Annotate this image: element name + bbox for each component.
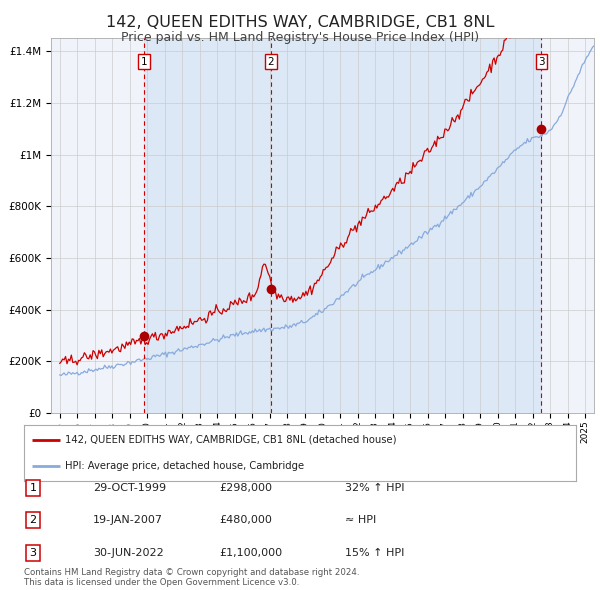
Text: 3: 3 <box>538 57 545 67</box>
Text: 3: 3 <box>29 548 37 558</box>
Text: 30-JUN-2022: 30-JUN-2022 <box>93 548 164 558</box>
Text: 2: 2 <box>268 57 274 67</box>
Text: This data is licensed under the Open Government Licence v3.0.: This data is licensed under the Open Gov… <box>24 578 299 587</box>
Text: 142, QUEEN EDITHS WAY, CAMBRIDGE, CB1 8NL (detached house): 142, QUEEN EDITHS WAY, CAMBRIDGE, CB1 8N… <box>65 435 397 445</box>
Text: 29-OCT-1999: 29-OCT-1999 <box>93 483 166 493</box>
Text: HPI: Average price, detached house, Cambridge: HPI: Average price, detached house, Camb… <box>65 461 305 471</box>
Text: 142, QUEEN EDITHS WAY, CAMBRIDGE, CB1 8NL: 142, QUEEN EDITHS WAY, CAMBRIDGE, CB1 8N… <box>106 15 494 30</box>
Text: ≈ HPI: ≈ HPI <box>345 516 376 525</box>
Text: Contains HM Land Registry data © Crown copyright and database right 2024.: Contains HM Land Registry data © Crown c… <box>24 568 359 577</box>
Text: 1: 1 <box>29 483 37 493</box>
Text: 1: 1 <box>141 57 148 67</box>
Bar <box>271 38 541 413</box>
Text: 19-JAN-2007: 19-JAN-2007 <box>93 516 163 525</box>
Text: 15% ↑ HPI: 15% ↑ HPI <box>345 548 404 558</box>
Text: £298,000: £298,000 <box>219 483 272 493</box>
Text: £480,000: £480,000 <box>219 516 272 525</box>
Text: £1,100,000: £1,100,000 <box>219 548 282 558</box>
Text: Price paid vs. HM Land Registry's House Price Index (HPI): Price paid vs. HM Land Registry's House … <box>121 31 479 44</box>
Text: 2: 2 <box>29 516 37 525</box>
Bar <box>145 38 271 413</box>
Text: 32% ↑ HPI: 32% ↑ HPI <box>345 483 404 493</box>
